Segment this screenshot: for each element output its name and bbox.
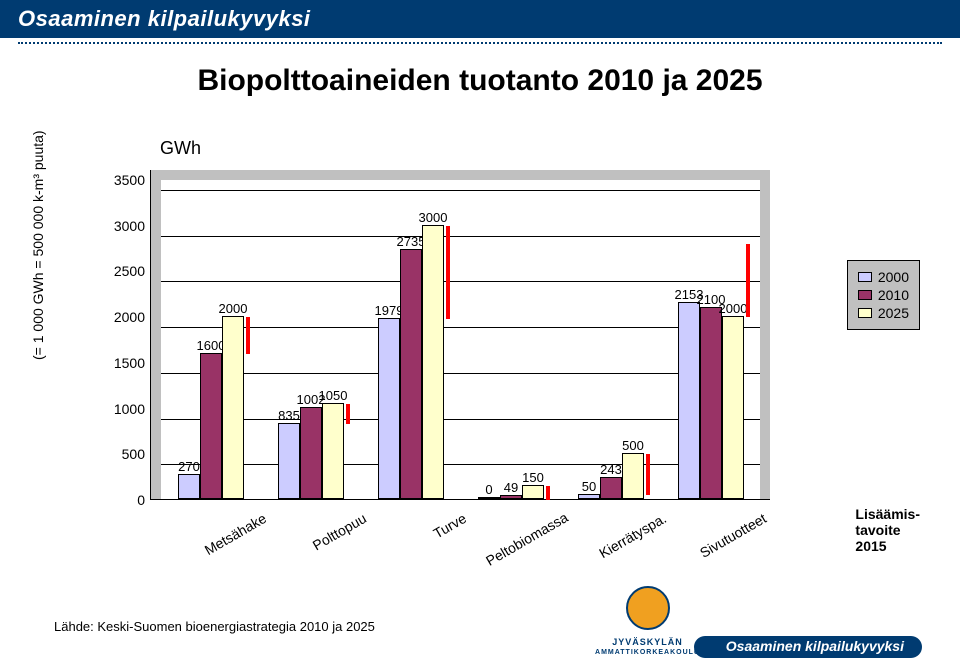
bar-value-label: 49: [504, 480, 518, 495]
y-tick-label: 1000: [95, 401, 145, 417]
increase-target-marker: [246, 317, 250, 354]
legend-swatch: [858, 272, 872, 282]
x-category-label: Polttopuu: [283, 510, 369, 569]
bar: 1600: [200, 353, 222, 499]
bar: 3000: [422, 225, 444, 499]
y-tick-label: 0: [95, 492, 145, 508]
legend-label: 2025: [878, 305, 909, 321]
bar-value-label: 500: [622, 438, 644, 453]
bar: 49: [500, 495, 522, 499]
y-tick-label: 500: [95, 446, 145, 462]
bar-value-label: 2000: [219, 301, 248, 316]
header-text: Osaaminen kilpailukyvyksi: [18, 6, 311, 31]
bar: 0: [478, 497, 500, 499]
source-text: Lähde: Keski-Suomen bioenergiastrategia …: [54, 619, 375, 634]
y-tick-label: 2000: [95, 309, 145, 325]
grid-line: [161, 190, 760, 191]
logo-text-1: JYVÄSKYLÄN: [595, 637, 700, 647]
legend-item: 2000: [858, 269, 909, 285]
bar-value-label: 835: [278, 408, 300, 423]
lisa-line: Lisäämis-: [855, 506, 920, 522]
legend-label: 2000: [878, 269, 909, 285]
x-category-label: Kierrätyspa.: [583, 510, 669, 569]
y-tick-label: 1500: [95, 355, 145, 371]
logo-icon: [626, 586, 670, 630]
chart-title: Biopolttoaineiden tuotanto 2010 ja 2025: [0, 64, 960, 98]
plot-area: 2701600200083510021050197927353000049150…: [161, 180, 760, 499]
bar-value-label: 150: [522, 470, 544, 485]
bar: 50: [578, 494, 600, 499]
bar: 2000: [722, 316, 744, 499]
y-axis-label: (= 1 000 GWh = 500 000 k-m³ puuta): [30, 130, 46, 360]
chart-panel: 2701600200083510021050197927353000049150…: [150, 170, 770, 500]
gwh-label: GWh: [160, 138, 201, 159]
bar: 2735: [400, 249, 422, 499]
bar-value-label: 50: [582, 479, 596, 494]
bar: 2100: [700, 307, 722, 499]
legend-swatch: [858, 290, 872, 300]
x-category-label: Metsähake: [183, 510, 269, 569]
bar: 2000: [222, 316, 244, 499]
x-category-label: Turve: [383, 510, 469, 569]
increase-target-marker: [646, 454, 650, 495]
bar: 2153: [678, 302, 700, 499]
bar-value-label: 243: [600, 462, 622, 477]
bar: 1979: [378, 318, 400, 499]
y-tick-label: 3500: [95, 172, 145, 188]
legend: 2000 2010 2025: [847, 260, 920, 330]
increase-target-marker: [446, 226, 450, 319]
header-bar: Osaaminen kilpailukyvyksi: [0, 0, 960, 38]
legend-item: 2025: [858, 305, 909, 321]
increase-target-marker: [546, 486, 550, 500]
bar: 500: [622, 453, 644, 499]
bar: 1050: [322, 403, 344, 499]
bar-value-label: 270: [178, 459, 200, 474]
y-tick-label: 2500: [95, 263, 145, 279]
lisa-line: 2015: [855, 538, 886, 554]
bar: 243: [600, 477, 622, 499]
legend-item: 2010: [858, 287, 909, 303]
bar: 150: [522, 485, 544, 499]
footer-pill: Osaaminen kilpailukyvyksi: [694, 636, 922, 658]
bar: 835: [278, 423, 300, 499]
legend-swatch: [858, 308, 872, 318]
bar-value-label: 2000: [719, 301, 748, 316]
footer-text: Osaaminen kilpailukyvyksi: [726, 638, 904, 654]
bar-value-label: 1050: [319, 388, 348, 403]
bar: 270: [178, 474, 200, 499]
legend-label: 2010: [878, 287, 909, 303]
lisa-line: tavoite: [855, 522, 900, 538]
logo-text-2: AMMATTIKORKEAKOULU: [595, 649, 700, 656]
bar-group: 215321002000: [661, 302, 761, 499]
bar-value-label: 3000: [419, 210, 448, 225]
x-category-label: Sivutuotteet: [683, 510, 769, 569]
increase-target-marker: [346, 404, 350, 424]
logo: JYVÄSKYLÄN AMMATTIKORKEAKOULU: [595, 586, 700, 656]
header-divider: [18, 42, 942, 44]
increase-target-marker: [746, 244, 750, 317]
x-category-label: Peltobiomassa: [483, 510, 569, 569]
y-tick-label: 3000: [95, 218, 145, 234]
bar-value-label: 0: [485, 482, 492, 497]
lisa-tavoite-label: Lisäämis-tavoite2015: [855, 506, 920, 554]
bar: 1002: [300, 407, 322, 499]
